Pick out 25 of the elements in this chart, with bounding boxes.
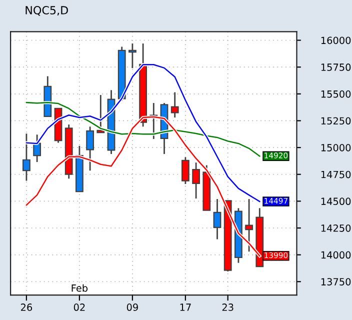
x-tick-label: 26 (20, 304, 32, 311)
candlestick (182, 156, 190, 185)
x-tick-label: 09 (126, 304, 138, 311)
x-tick-label: 23 (222, 304, 234, 311)
y-tick-label: 15750 (321, 64, 351, 71)
y-tick-label: 14250 (321, 224, 351, 232)
candlestick (245, 198, 253, 252)
x-tick-label: 17 (180, 304, 191, 311)
y-tick-label: 15500 (321, 90, 351, 98)
y-tick-label: 16000 (321, 36, 351, 44)
candlestick (213, 198, 222, 240)
candlestick (22, 132, 30, 182)
y-tick-label: 14000 (321, 251, 351, 259)
candlestick (128, 42, 136, 69)
y-tick-label: 15250 (321, 117, 351, 125)
y-tick-label: 13750 (321, 278, 351, 286)
y-tick-label: 14500 (321, 198, 351, 206)
annotation: Feb (72, 284, 88, 292)
y-tick-label: 15000 (321, 144, 351, 152)
candlestick (86, 126, 94, 172)
x-tick-label: 02 (74, 304, 85, 311)
chart-title: NQC5,D (26, 6, 68, 16)
candlestick (192, 162, 200, 200)
y-tick-label: 14750 (321, 170, 351, 178)
candlestick (170, 92, 179, 118)
